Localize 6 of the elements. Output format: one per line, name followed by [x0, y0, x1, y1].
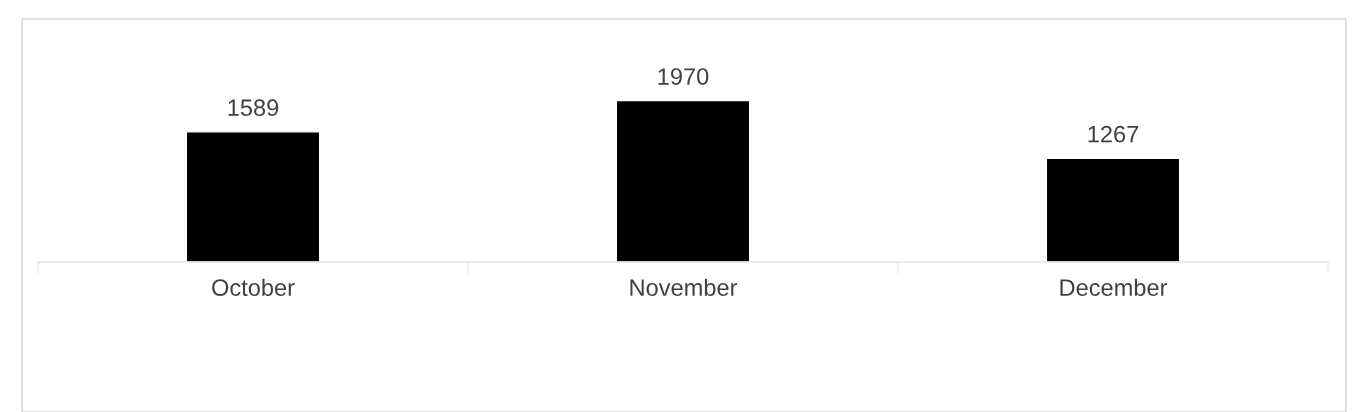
data-label: 1589: [228, 99, 279, 117]
data-label: 1970: [658, 68, 709, 85]
data-label: 1267: [1088, 125, 1139, 143]
x-tick-label: November: [630, 278, 738, 297]
x-tick-label: December: [1060, 278, 1168, 297]
x-tick-label: October: [212, 278, 295, 297]
